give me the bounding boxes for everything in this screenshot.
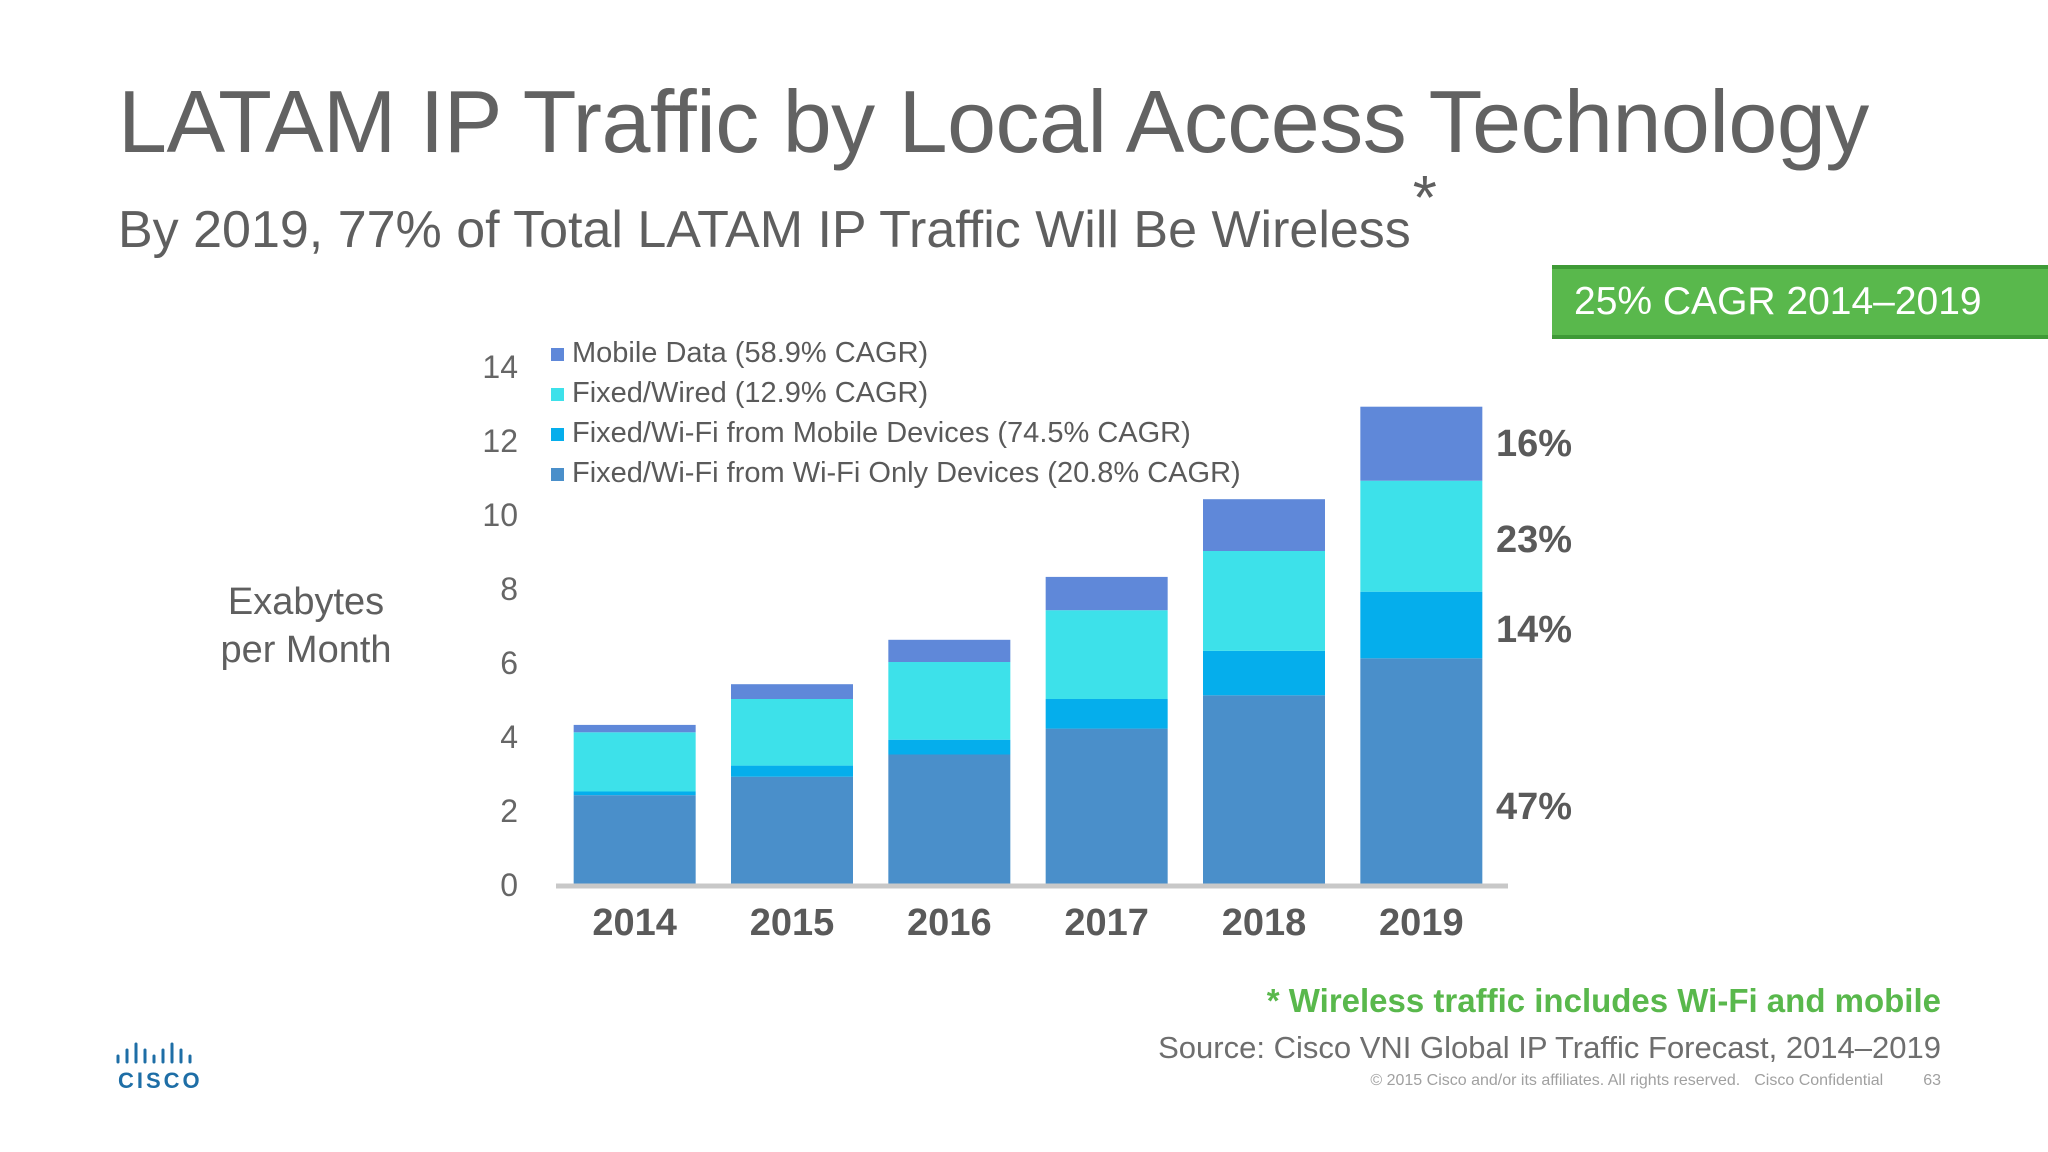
bar-2018-series-3 [1203, 499, 1325, 551]
bar-2018-series-1 [1203, 650, 1325, 696]
bar-2014-series-1 [573, 791, 696, 796]
bar-2018-series-0 [1203, 695, 1325, 884]
wireless-footnote: * Wireless traffic includes Wi-Fi and mo… [1266, 982, 1941, 1019]
subtitle-asterisk: * [1412, 164, 1437, 233]
legend-label-1: Fixed/Wi-Fi from Mobile Devices (74.5% C… [572, 417, 1191, 449]
slide-title: LATAM IP Traffic by Local Access Technol… [118, 72, 1869, 171]
y-tick-12: 12 [482, 423, 518, 459]
y-axis-label: Exabytes per Month [196, 578, 416, 674]
share-label-3: 16% [1496, 423, 1572, 465]
y-tick-2: 2 [500, 793, 518, 829]
bar-2016-series-3 [888, 639, 1011, 662]
x-tick-2019: 2019 [1379, 902, 1464, 944]
bars-group [573, 406, 1483, 884]
bar-2019-series-3 [1360, 406, 1483, 481]
legend-label-0: Fixed/Wi-Fi from Wi-Fi Only Devices (20.… [572, 457, 1241, 489]
legend-label-2: Fixed/Wired (12.9% CAGR) [572, 377, 928, 409]
cagr-badge: 25% CAGR 2014–2019 [1552, 265, 2048, 339]
x-tick-labels: 2014 2015 2016 2017 2018 2019 [592, 902, 1463, 944]
legend-swatch-1 [551, 428, 564, 441]
legend: Mobile Data (58.9% CAGR) Fixed/Wired (12.… [551, 337, 1241, 489]
bar-2016-series-2 [888, 662, 1011, 740]
cisco-logo-text: CISCO [118, 1068, 203, 1093]
y-tick-6: 6 [500, 645, 518, 681]
cisco-logo-icon [116, 1042, 192, 1064]
copyright-line: © 2015 Cisco and/or its affiliates. All … [1370, 1072, 1941, 1090]
bar-2014-series-2 [573, 732, 696, 792]
share-label-0: 47% [1496, 786, 1572, 828]
legend-swatch-0 [551, 468, 564, 481]
y-tick-4: 4 [500, 719, 518, 755]
bar-2017-series-3 [1045, 576, 1168, 611]
bar-2017-series-2 [1045, 610, 1168, 699]
bar-2019-series-1 [1360, 591, 1483, 659]
bar-2016-series-1 [888, 739, 1011, 755]
y-tick-labels: 0 2 4 6 8 10 12 14 [482, 349, 518, 903]
bar-2015-series-1 [731, 765, 853, 777]
legend-swatch-2 [551, 388, 564, 401]
bar-2015-series-2 [731, 699, 853, 766]
bar-2014-series-0 [573, 795, 696, 884]
bar-2014-series-3 [573, 724, 696, 733]
legend-label-3: Mobile Data (58.9% CAGR) [572, 337, 928, 369]
subtitle-text: By 2019, 77% of Total LATAM IP Traffic W… [118, 201, 1411, 259]
x-tick-2015: 2015 [750, 902, 835, 944]
confidential-text: Cisco Confidential [1754, 1072, 1884, 1089]
y-axis-label-line-1: Exabytes [227, 581, 385, 623]
page-number: 63 [1923, 1072, 1941, 1089]
x-tick-2017: 2017 [1064, 902, 1149, 944]
source-note: Source: Cisco VNI Global IP Traffic Fore… [1158, 1030, 1941, 1065]
x-tick-2016: 2016 [907, 902, 992, 944]
bar-2018-series-2 [1203, 551, 1325, 651]
y-tick-10: 10 [482, 497, 518, 533]
slide-subtitle: By 2019, 77% of Total LATAM IP Traffic W… [118, 168, 1437, 259]
bar-2016-series-0 [888, 754, 1011, 884]
x-tick-2018: 2018 [1222, 902, 1307, 944]
bar-2019-series-2 [1360, 480, 1483, 592]
share-label-1: 14% [1496, 609, 1572, 651]
y-axis-label-line-2: per Month [220, 629, 392, 671]
bar-2019-series-0 [1360, 658, 1483, 884]
y-tick-0: 0 [500, 867, 518, 903]
share-label-2: 23% [1496, 519, 1572, 561]
bar-2017-series-0 [1045, 728, 1168, 884]
copyright-text: © 2015 Cisco and/or its affiliates. All … [1370, 1072, 1741, 1089]
x-tick-2014: 2014 [592, 902, 677, 944]
bar-2017-series-1 [1045, 699, 1168, 729]
y-tick-14: 14 [482, 349, 518, 385]
bar-2015-series-0 [731, 776, 853, 884]
y-tick-8: 8 [500, 571, 518, 607]
legend-swatch-3 [551, 348, 564, 361]
bar-2015-series-3 [731, 684, 853, 699]
share-labels: 47% 14% 23% 16% [1496, 423, 1572, 828]
